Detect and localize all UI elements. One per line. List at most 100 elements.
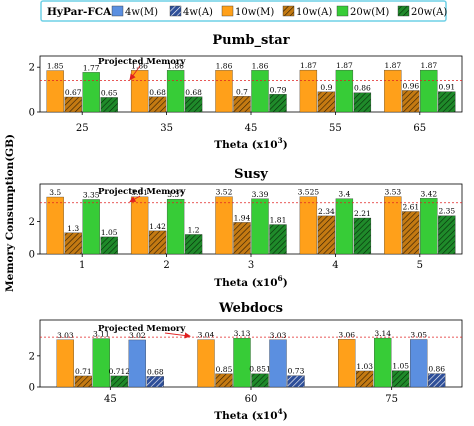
x-axis-label: Theta (x103)	[214, 136, 287, 151]
bar-10wA-5	[402, 211, 420, 255]
bar-20wM-65	[420, 69, 438, 113]
legend-label-10wA: 10w(A)	[296, 7, 332, 18]
bar-10wM-75	[338, 339, 356, 388]
bar-10wA-1	[64, 232, 82, 255]
bar-20wM-55	[335, 69, 354, 113]
data-label: 3.04	[198, 331, 215, 340]
data-label: 1.85	[47, 62, 64, 71]
data-label: 1.05	[392, 362, 409, 371]
data-label: 3.51	[131, 188, 148, 197]
annotation-arrow	[129, 65, 141, 81]
data-label: 1.86	[252, 61, 269, 70]
bar-20wM-25	[82, 72, 100, 113]
legend: HyPar-FCA 4w(M) 4w(A) 10w(M) 10w(A) 20w(M) 20…	[40, 0, 447, 22]
data-label: 0.73	[288, 367, 305, 376]
data-label: 1.3	[67, 224, 79, 233]
bar-4wA-45	[146, 376, 164, 388]
data-label: 0.96	[402, 81, 419, 90]
y-tick-label: 2	[29, 217, 35, 228]
data-label: 2.35	[438, 207, 455, 216]
data-label: 0.851	[249, 365, 270, 374]
legend-label-4wA: 4w(A)	[183, 7, 213, 18]
bar-4wM-45	[128, 339, 146, 388]
data-label: 1.87	[300, 61, 317, 70]
x-tick-label: 2	[163, 260, 169, 271]
y-tick-label: 2	[29, 63, 35, 74]
data-label: 0.91	[438, 83, 455, 92]
bar-20wA-3	[269, 224, 287, 255]
data-label: 1.42	[149, 222, 166, 231]
bar-10wA-75	[356, 370, 374, 388]
legend-label-10wM: 10w(M)	[235, 7, 274, 18]
data-label: 0.9	[320, 83, 332, 92]
data-label: 0.712	[109, 367, 131, 376]
data-label: 3.05	[410, 330, 427, 339]
legend-swatch-10wA	[282, 5, 295, 17]
x-tick-label: 3	[248, 260, 254, 271]
x-tick-label: 60	[245, 394, 258, 405]
bar-20wA-25	[100, 97, 118, 113]
data-label: 3.37	[167, 190, 184, 199]
data-label: 3.11	[93, 330, 110, 339]
bar-20wA-45	[269, 94, 287, 113]
legend-title: HyPar-FCA	[47, 6, 112, 18]
bar-10wA-4	[317, 215, 336, 255]
bar-4wA-60	[287, 375, 305, 388]
bar-20wM-45	[92, 338, 110, 388]
bar-10wA-65	[402, 90, 420, 113]
legend-swatch-4wM	[111, 5, 124, 17]
projected-memory-annotation: Projected Memory	[98, 324, 186, 334]
legend-swatch-20wM	[336, 5, 349, 17]
bar-10wM-65	[384, 69, 402, 113]
projected-memory-annotation: Projected Memory	[98, 187, 186, 197]
bar-20wM-4	[335, 198, 354, 255]
bar-20wA-35	[184, 96, 203, 113]
x-axis-label: Theta (x106)	[214, 274, 287, 289]
x-tick-label: 35	[160, 123, 173, 134]
bar-10wA-45	[233, 96, 251, 113]
y-axis-label: Memory Consumption(GB)	[4, 134, 16, 292]
legend-label-4wM: 4w(M)	[125, 7, 158, 18]
legend-swatch-20wA	[397, 5, 410, 17]
data-label: 3.14	[374, 329, 391, 338]
x-tick-label: 55	[329, 123, 342, 134]
bar-20wA-4	[353, 217, 372, 255]
data-label: 3.35	[83, 190, 100, 199]
bar-10wA-45	[74, 375, 92, 388]
data-label: 3.53	[384, 188, 401, 197]
data-label: 1.05	[101, 228, 118, 237]
data-label: 3.06	[338, 330, 355, 339]
bar-10wM-3	[215, 196, 233, 255]
data-label: 0.86	[354, 84, 371, 93]
bar-10wA-3	[233, 222, 251, 255]
legend-label-20wM: 20w(M)	[350, 7, 389, 18]
bar-20wM-5	[420, 198, 438, 255]
data-label: 0.86	[428, 365, 445, 374]
data-label: 2.34	[318, 207, 335, 216]
bar-20wA-5	[438, 215, 456, 255]
bar-20wA-1	[100, 236, 118, 255]
x-tick-label: 5	[417, 260, 423, 271]
bar-4wM-75	[410, 339, 428, 388]
bar-20wM-45	[251, 70, 269, 113]
bar-10wM-35	[130, 70, 149, 113]
data-label: 1.2	[188, 225, 200, 234]
annotation-arrow	[129, 195, 141, 203]
bar-20wM-60	[233, 338, 251, 388]
bar-10wM-1	[46, 196, 64, 255]
data-label: 3.42	[420, 189, 437, 198]
data-label: 1.86	[167, 61, 184, 70]
data-label: 0.68	[147, 367, 164, 376]
x-tick-label: 75	[385, 394, 398, 405]
data-label: 3.13	[234, 329, 251, 338]
bar-20wA-65	[438, 91, 456, 113]
bar-10wM-4	[299, 196, 318, 255]
bar-4wM-60	[269, 339, 287, 388]
bar-10wA-35	[148, 96, 167, 113]
y-tick-label: 0	[29, 108, 35, 119]
data-label: 3.02	[129, 331, 146, 340]
data-label: 3.03	[57, 331, 74, 340]
bar-20wA-55	[353, 92, 372, 113]
data-label: 0.79	[270, 85, 287, 94]
bar-10wA-2	[148, 230, 167, 255]
